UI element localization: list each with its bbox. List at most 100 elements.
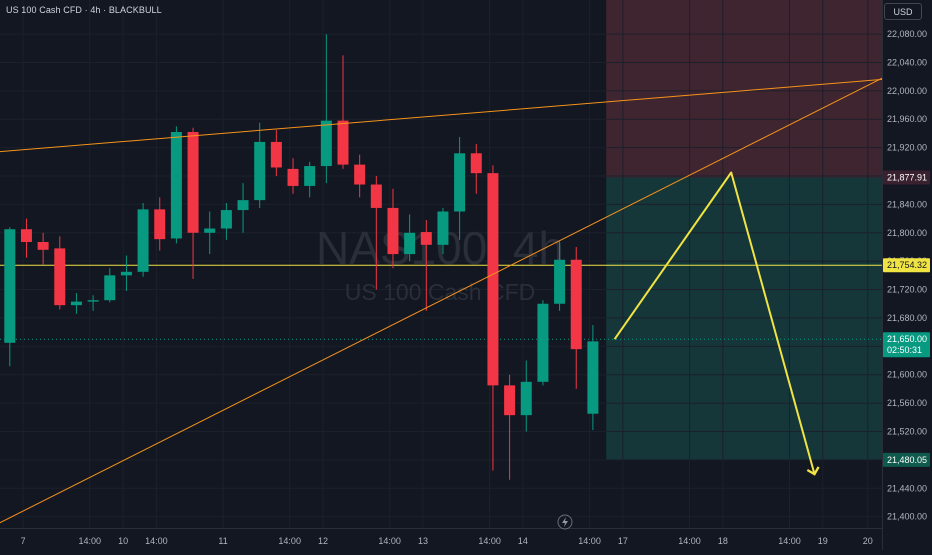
- price-tick-label: 21,800.00: [887, 228, 927, 238]
- candle: [587, 325, 599, 431]
- stop-price-label-bg: [883, 170, 930, 185]
- candle: [137, 202, 149, 277]
- stop-price-label: 21,877.91: [883, 170, 930, 185]
- candle: [37, 232, 49, 265]
- candle: [104, 268, 116, 303]
- current-price-label-subtext: 02:50:31: [887, 345, 922, 355]
- candle-body: [37, 242, 49, 250]
- price-axis-bg: [882, 0, 932, 550]
- candle: [170, 126, 182, 244]
- candle: [454, 136, 466, 240]
- price-tick-label: 21,680.00: [887, 313, 927, 323]
- time-tick-label: 18: [718, 536, 728, 546]
- candle-body: [454, 153, 466, 212]
- candle-body: [587, 341, 599, 414]
- candle-body: [354, 164, 366, 185]
- candle: [187, 127, 199, 279]
- current-price-label-bg: [883, 332, 930, 358]
- candle: [237, 183, 249, 233]
- lower-trendline: [0, 60, 917, 524]
- currency-button[interactable]: USD: [884, 3, 922, 20]
- candles: [4, 34, 599, 480]
- candle: [304, 161, 316, 198]
- price-tick-label: 21,920.00: [887, 143, 927, 153]
- candle-body: [287, 168, 299, 186]
- candle: [537, 300, 549, 386]
- time-tick-label: 11: [218, 536, 227, 546]
- price-tick-label: 22,040.00: [887, 57, 927, 67]
- candle-body: [20, 229, 32, 242]
- candle-body: [504, 385, 516, 416]
- candle: [54, 236, 66, 310]
- candle: [270, 129, 282, 176]
- time-axis[interactable]: 7 14:00 10 14:00 11 14:00 12 14:00 13 14:00 14 14:0…: [0, 514, 882, 550]
- candle-body: [137, 209, 149, 272]
- price-axis[interactable]: 21,400.0021,440.0021,480.0021,520.0021,5…: [882, 0, 932, 550]
- candle-body: [570, 259, 582, 350]
- candle: [570, 246, 582, 389]
- candle-body: [187, 132, 199, 233]
- stop-loss-zone: [606, 0, 882, 178]
- candle: [470, 144, 482, 194]
- candle-body: [170, 132, 182, 239]
- candle-body: [70, 301, 82, 306]
- candle-body: [420, 232, 432, 245]
- candle-body: [487, 173, 499, 386]
- time-tick-label: 13: [418, 536, 428, 546]
- candle: [554, 241, 566, 311]
- candle: [204, 211, 216, 255]
- candle-body: [4, 229, 16, 343]
- lightning-icon[interactable]: [557, 514, 573, 530]
- time-tick-label: 14: [518, 536, 528, 546]
- candle-body: [470, 153, 482, 174]
- candle: [370, 176, 382, 290]
- price-tick-label: 21,520.00: [887, 426, 927, 436]
- target-price-label-bg: [883, 452, 930, 467]
- candle: [520, 360, 532, 432]
- candle-body: [520, 381, 532, 416]
- time-tick-label: 14:00: [79, 536, 102, 546]
- candle-body: [370, 184, 382, 208]
- candle: [354, 154, 366, 198]
- candle-body: [120, 271, 132, 276]
- projection-arrow: [613, 171, 820, 476]
- projection-path[interactable]: [613, 171, 820, 476]
- time-tick-label: 14:00: [778, 536, 801, 546]
- candle-body: [104, 275, 116, 301]
- candle-body: [237, 200, 249, 211]
- take-profit-zone: [606, 177, 882, 460]
- candle: [70, 293, 82, 314]
- time-tick-label: 14:00: [145, 536, 168, 546]
- time-tick-label: 20: [863, 536, 873, 546]
- time-tick-label: 12: [318, 536, 328, 546]
- candle-body: [437, 211, 449, 245]
- time-tick-label: 19: [818, 536, 828, 546]
- candle: [504, 374, 516, 480]
- candle-body: [554, 259, 566, 304]
- candle-body: [320, 120, 332, 167]
- time-tick-label: 17: [618, 536, 628, 546]
- candle-body: [387, 207, 399, 255]
- lightning-icon-bolt: [562, 517, 568, 527]
- current-price-label-text: 21,650.00: [887, 334, 927, 344]
- candle-body: [404, 232, 416, 255]
- time-tick-label: 14:00: [678, 536, 701, 546]
- candle: [120, 255, 132, 291]
- candle: [4, 227, 16, 367]
- candle: [87, 295, 99, 311]
- time-tick-label: 14:00: [278, 536, 301, 546]
- position-zones: [606, 0, 882, 460]
- trendlines[interactable]: [0, 60, 917, 524]
- price-tick-label: 22,000.00: [887, 86, 927, 96]
- candle-body: [304, 166, 316, 186]
- candle-body: [154, 209, 166, 240]
- price-tick-label: 21,440.00: [887, 483, 927, 493]
- price-tick-label: 21,840.00: [887, 199, 927, 209]
- candle-body: [270, 141, 282, 168]
- price-tick-label: 21,600.00: [887, 370, 927, 380]
- candle: [387, 188, 399, 269]
